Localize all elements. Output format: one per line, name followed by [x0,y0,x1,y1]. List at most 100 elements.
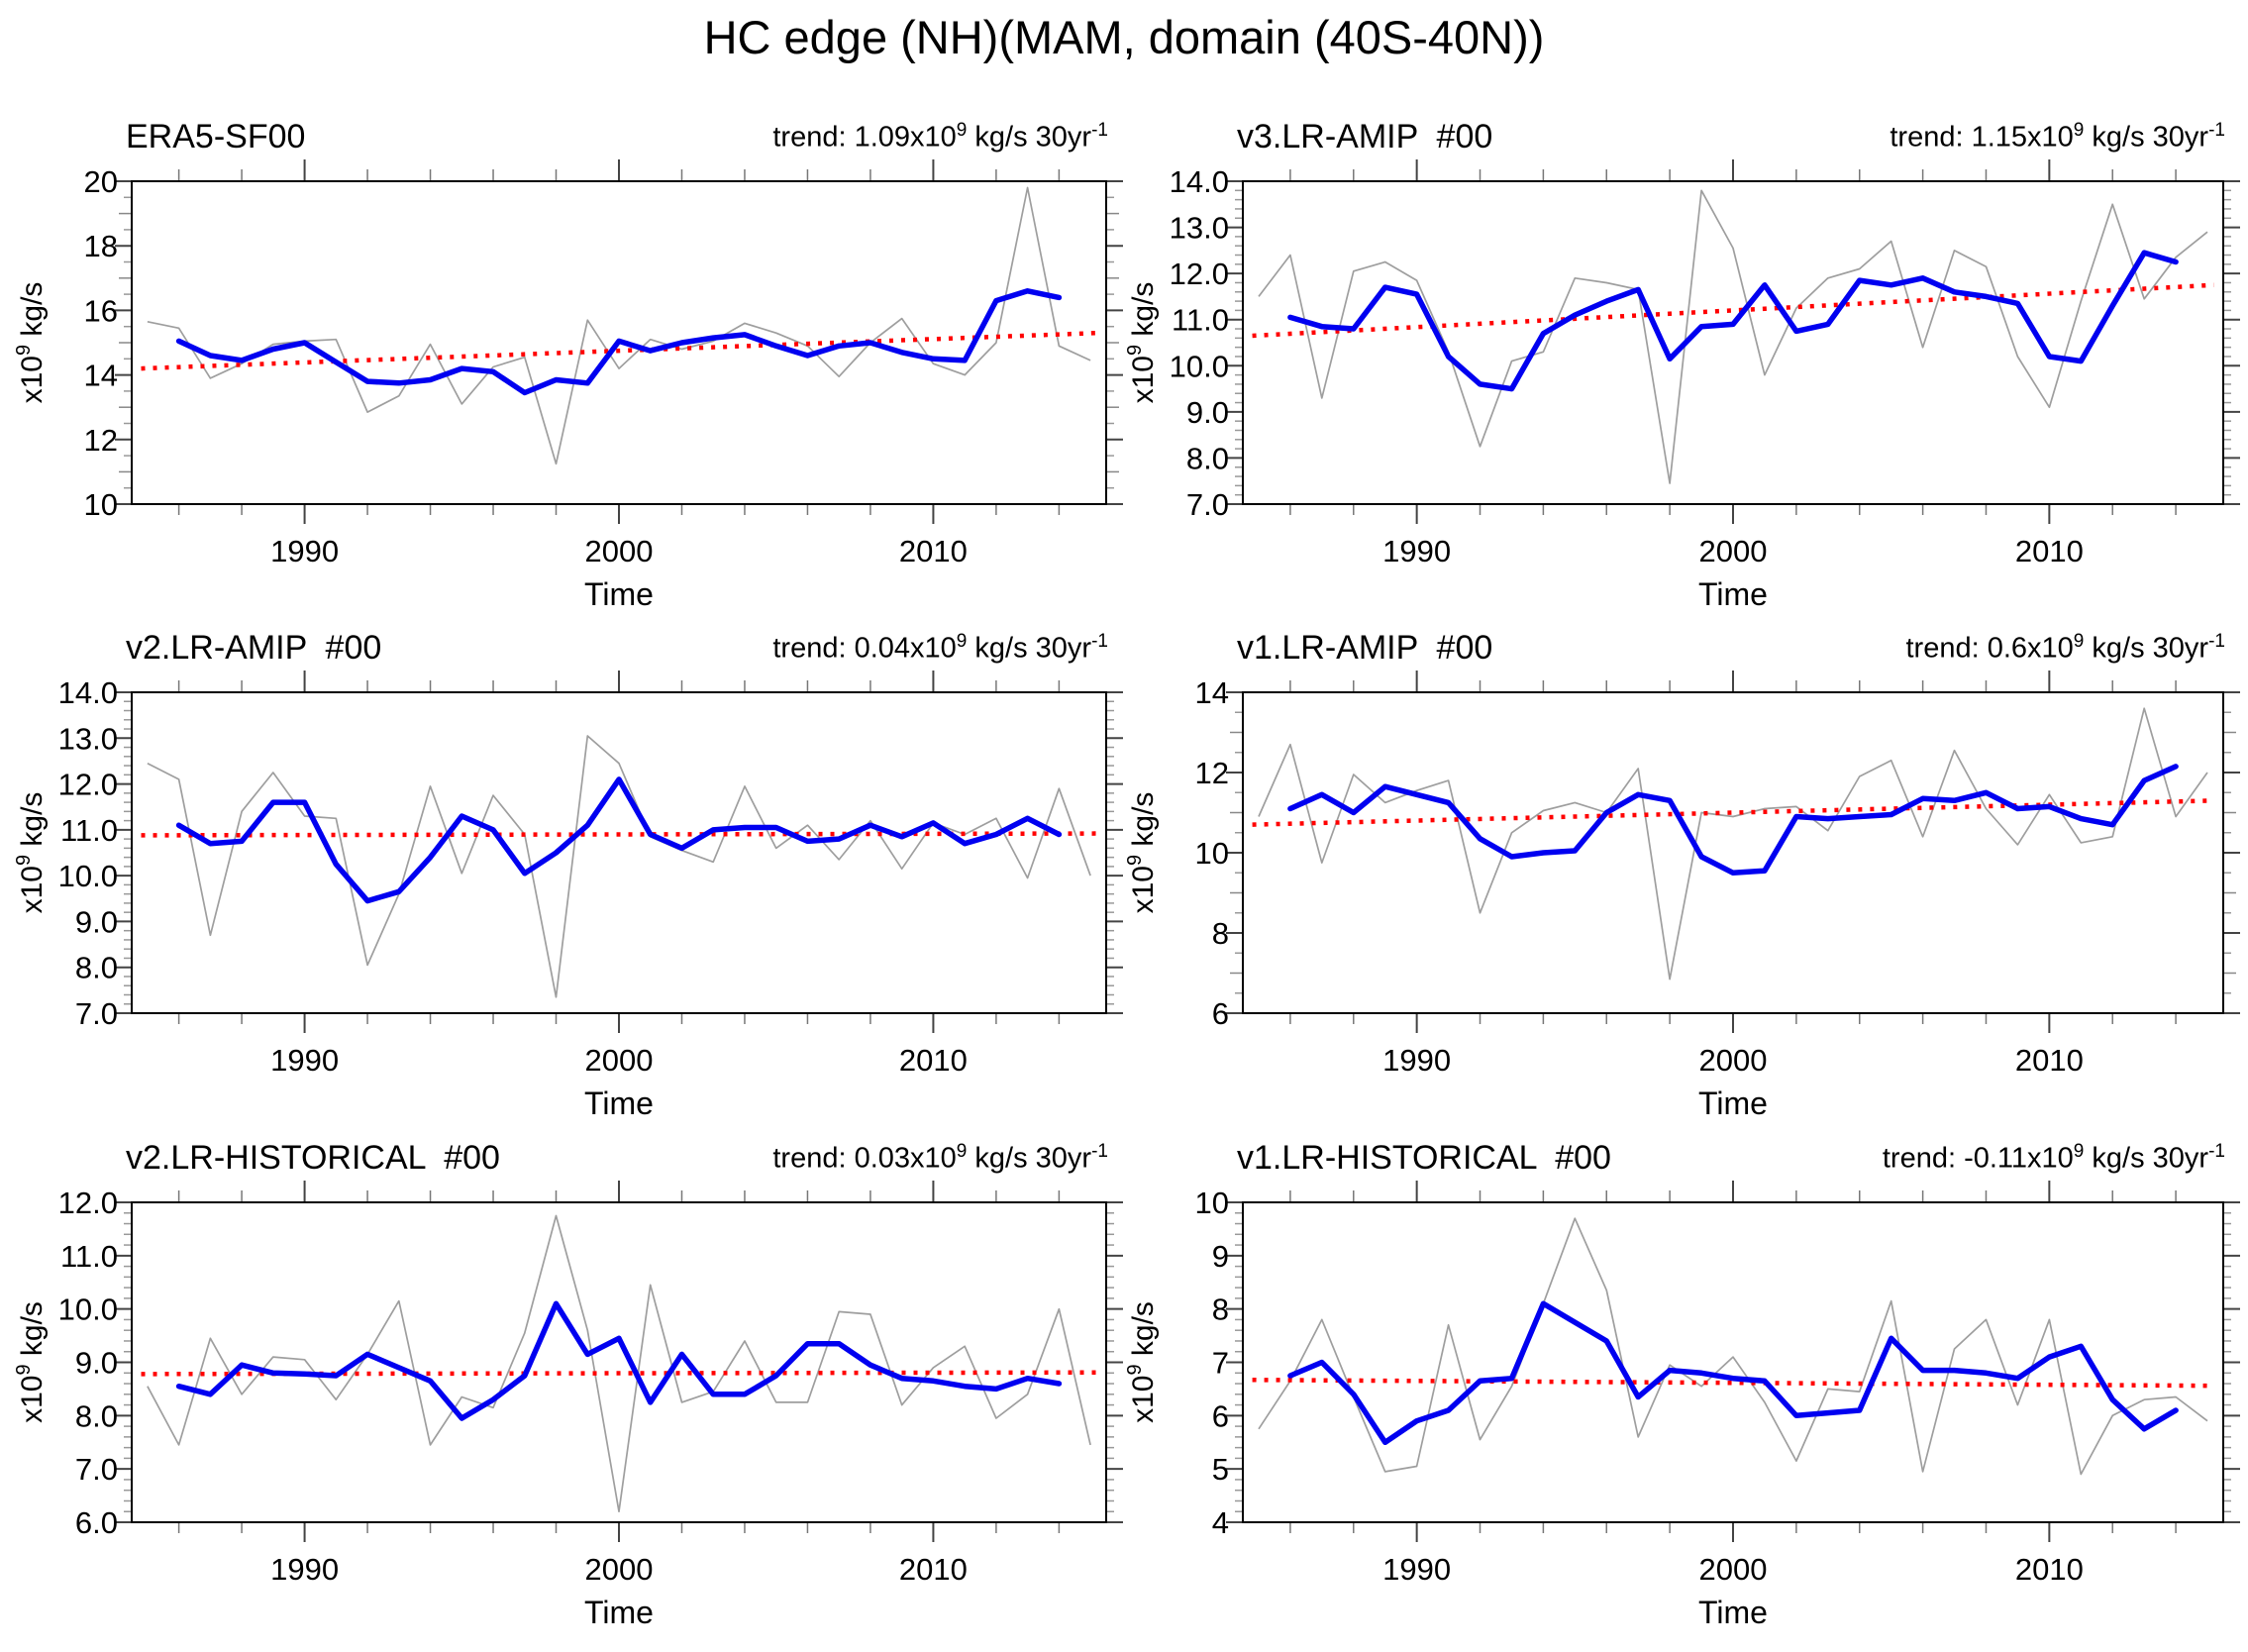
x-axis-label: Time [584,1085,654,1121]
x-tick-label: 2000 [1699,1043,1768,1078]
smoothed-series-line [175,1300,1063,1421]
y-tick-label: 10 [84,487,118,522]
panel-title-v2-lr-amip: v2.LR-AMIP #00 [126,629,382,667]
y-tick-label: 10 [1195,1186,1229,1220]
x-tick-label: 2010 [899,534,968,568]
y-tick-label: 12 [1195,756,1229,790]
x-tick-label: 2010 [2015,534,2084,568]
trend-text: trend: 1.09x10 [772,121,957,154]
y-tick-label: 6 [1212,996,1229,1031]
trend-exponent: 9 [2073,120,2085,141]
trend-annotation-v1-lr-amip: trend: 0.6x109 kg/s 30yr-1 [1906,631,2226,666]
y-tick-label: 6.0 [75,1505,118,1540]
raw-series-line [1258,707,2208,981]
plot-box [1242,691,2224,1014]
y-tick-label: 12 [84,423,118,458]
trend-text: trend: 0.04x10 [772,632,957,665]
trend-exponent: 9 [2073,1141,2085,1162]
y-tick-label: 12.0 [58,1186,118,1220]
smoothed-series-line [175,288,1063,396]
trend-text: trend: 0.6x10 [1905,632,2074,665]
y-tick-label: 10 [1195,836,1229,871]
x-tick-label: 1990 [270,534,339,568]
trend-text: trend: -0.11x10 [1882,1142,2074,1175]
panel-title-era5-sf00: ERA5-SF00 [126,118,306,155]
x-axis-label: Time [1698,576,1768,612]
trend-line [141,1370,1097,1377]
trend-exponent-2: -1 [2208,1141,2225,1162]
y-tick-label: 8 [1212,1292,1229,1327]
raw-series-line [1258,189,2208,484]
trend-unit: kg/s 30yr [967,632,1092,665]
trend-unit: kg/s 30yr [2084,1142,2209,1175]
x-tick-label: 2000 [585,534,654,568]
y-tick-label: 14.0 [58,675,118,710]
y-tick-label: 14.0 [1170,164,1229,199]
trend-line [1252,282,2214,339]
plot-box [1242,180,2224,505]
x-tick-label: 2010 [2015,1552,2084,1587]
y-axis-label: x109 kg/s [13,792,49,914]
plot-box [131,180,1107,505]
x-tick-label: 1990 [1382,1552,1451,1587]
x-axis-label: Time [1698,1595,1768,1630]
y-tick-label: 9.0 [75,904,118,939]
trend-exponent-2: -1 [1091,120,1108,141]
y-tick-label: 13.0 [58,721,118,756]
trend-line [141,831,1097,838]
figure-title: HC edge (NH)(MAM, domain (40S-40N)) [703,11,1545,63]
y-tick-label: 5 [1212,1452,1229,1487]
x-tick-label: 1990 [1382,534,1451,568]
x-tick-label: 2010 [2015,1043,2084,1078]
y-tick-label: 8.0 [1186,441,1229,475]
x-tick-label: 2000 [1699,534,1768,568]
y-tick-label: 8.0 [75,951,118,985]
plot-box [131,691,1107,1014]
y-tick-label: 18 [84,229,118,263]
x-tick-label: 1990 [270,1552,339,1587]
trend-line [141,330,1097,371]
raw-series-line [147,1214,1091,1513]
y-axis-label: x109 kg/s [13,282,49,404]
panel-title-v2-lr-historical: v2.LR-HISTORICAL #00 [126,1139,500,1177]
trend-exponent-2: -1 [2208,631,2225,652]
y-tick-label: 12.0 [1170,257,1229,291]
trend-annotation-v3-lr-amip: trend: 1.15x109 kg/s 30yr-1 [1890,120,2225,155]
x-axis-label: Time [1698,1085,1768,1121]
y-tick-label: 7.0 [75,996,118,1031]
y-tick-label: 9 [1212,1239,1229,1274]
x-tick-label: 2000 [585,1043,654,1078]
y-tick-label: 7 [1212,1346,1229,1381]
x-tick-label: 1990 [1382,1043,1451,1078]
panel-v3-lr-amip: 1990 2000 2010 7.0 8.0 9.0 10.0 11.0 12.0 13.0 14.… [1124,159,2240,612]
smoothed-series-line [1287,1300,2179,1446]
x-axis-label: Time [584,576,654,612]
raw-series-line [147,186,1091,465]
x-tick-label: 2010 [899,1552,968,1587]
smoothed-series-line [1287,764,2179,877]
trend-exponent: 9 [956,120,968,141]
y-tick-label: 11.0 [60,813,118,848]
panel-v1-lr-historical: 1990 2000 2010 4 5 6 7 8 9 10 x109 kg/s Time [1124,1181,2240,1630]
trend-exponent-2: -1 [1091,631,1108,652]
y-axis-label: x109 kg/s [1124,1301,1160,1423]
y-tick-label: 6 [1212,1398,1229,1433]
panel-title-v1-lr-historical: v1.LR-HISTORICAL #00 [1237,1139,1611,1177]
trend-text: trend: 1.15x10 [1890,121,2074,154]
trend-annotation-v1-lr-historical: trend: -0.11x109 kg/s 30yr-1 [1883,1141,2225,1176]
x-axis-label: Time [584,1595,654,1630]
y-axis-label: x109 kg/s [13,1301,49,1423]
smoothed-series-line [1287,250,2179,392]
y-axis-label: x109 kg/s [1124,792,1160,914]
y-tick-label: 10.0 [58,859,118,893]
y-tick-label: 10.0 [1170,349,1229,383]
panel-v1-lr-amip: 1990 2000 2010 6 8 10 12 14 x109 kg/s Time [1124,671,2240,1121]
y-tick-label: 14 [84,359,118,393]
y-tick-label: 11.0 [1172,303,1229,338]
x-tick-label: 2000 [1699,1552,1768,1587]
y-tick-label: 10.0 [58,1292,118,1327]
y-tick-label: 7.0 [75,1452,118,1487]
